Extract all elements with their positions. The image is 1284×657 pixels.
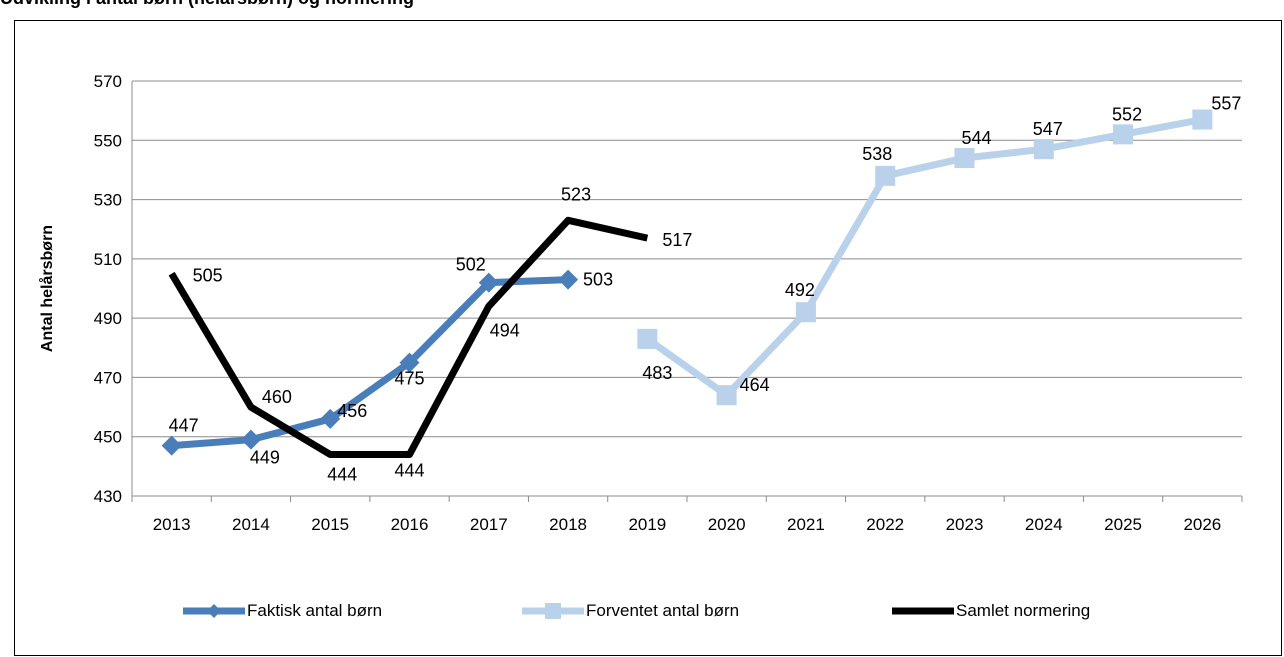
diamond-marker [320, 408, 341, 429]
data-label: 552 [1112, 104, 1142, 124]
square-marker [954, 148, 975, 169]
x-tick-label: 2017 [470, 515, 508, 534]
legend-item-normering: Samlet normering [892, 596, 1090, 626]
y-axis-title: Antal helårsbørn [38, 225, 56, 352]
y-tick-label: 510 [94, 250, 122, 269]
y-tick-label: 450 [94, 428, 122, 447]
data-label: 494 [490, 320, 520, 340]
data-label: 517 [662, 230, 692, 250]
x-tick-label: 2018 [549, 515, 587, 534]
y-tick-label: 570 [94, 72, 122, 91]
diamond-marker [558, 269, 579, 290]
data-label: 544 [961, 128, 991, 148]
data-label: 503 [583, 270, 613, 290]
square-marker [716, 385, 737, 406]
data-label: 444 [394, 461, 424, 481]
diamond-marker [240, 429, 261, 450]
square-marker [1033, 139, 1054, 160]
x-tick-label: 2026 [1183, 515, 1221, 534]
square-marker [637, 328, 658, 349]
data-label: 456 [337, 401, 367, 421]
data-label: 464 [740, 375, 770, 395]
legend: Faktisk antal børn Forventet antal børn … [0, 596, 1284, 626]
square-marker [875, 165, 896, 186]
data-label: 505 [193, 266, 223, 286]
x-tick-label: 2013 [153, 515, 191, 534]
data-label: 523 [561, 184, 591, 204]
legend-item-faktisk: Faktisk antal børn [183, 596, 382, 626]
chart-title-fragment: Udvikling i antal børn (helårsbørn) og n… [0, 0, 760, 8]
data-label: 449 [250, 448, 280, 468]
x-tick-label: 2023 [946, 515, 984, 534]
x-tick-label: 2020 [708, 515, 746, 534]
square-marker [1192, 109, 1213, 130]
series-line [168, 216, 649, 458]
x-tick-label: 2024 [1025, 515, 1063, 534]
data-label: 547 [1033, 119, 1063, 139]
diamond-marker [161, 435, 182, 456]
series-line [645, 116, 1204, 399]
y-tick-label: 490 [94, 309, 122, 328]
square-marker [795, 302, 816, 323]
legend-item-forventet: Forventet antal børn [522, 596, 739, 626]
x-tick-label: 2019 [628, 515, 666, 534]
data-label: 447 [169, 416, 199, 436]
data-label: 475 [394, 369, 424, 389]
legend-swatch-diamond [183, 604, 245, 618]
x-tick-label: 2021 [787, 515, 825, 534]
x-tick-label: 2022 [866, 515, 904, 534]
diamond-marker [399, 352, 420, 373]
x-tick-label: 2014 [232, 515, 270, 534]
data-label: 444 [327, 465, 357, 485]
x-tick-label: 2015 [311, 515, 349, 534]
data-label: 502 [456, 255, 486, 275]
x-tick-label: 2016 [391, 515, 429, 534]
series-line [171, 276, 569, 450]
x-tick-label: 2025 [1104, 515, 1142, 534]
data-label: 460 [262, 387, 292, 407]
data-label: 483 [642, 363, 672, 383]
y-tick-label: 470 [94, 368, 122, 387]
legend-label: Samlet normering [956, 601, 1091, 620]
data-label: 538 [862, 144, 892, 164]
legend-label: Forventet antal børn [586, 601, 740, 620]
y-tick-label: 430 [94, 487, 122, 506]
legend-swatch-line [892, 607, 954, 615]
diamond-marker [478, 272, 499, 293]
square-marker [1113, 124, 1134, 145]
data-label: 557 [1211, 94, 1241, 114]
legend-swatch-square [522, 603, 584, 619]
y-tick-label: 550 [94, 131, 122, 150]
y-tick-label: 530 [94, 191, 122, 210]
legend-label: Faktisk antal børn [247, 601, 383, 620]
data-label: 492 [785, 280, 815, 300]
